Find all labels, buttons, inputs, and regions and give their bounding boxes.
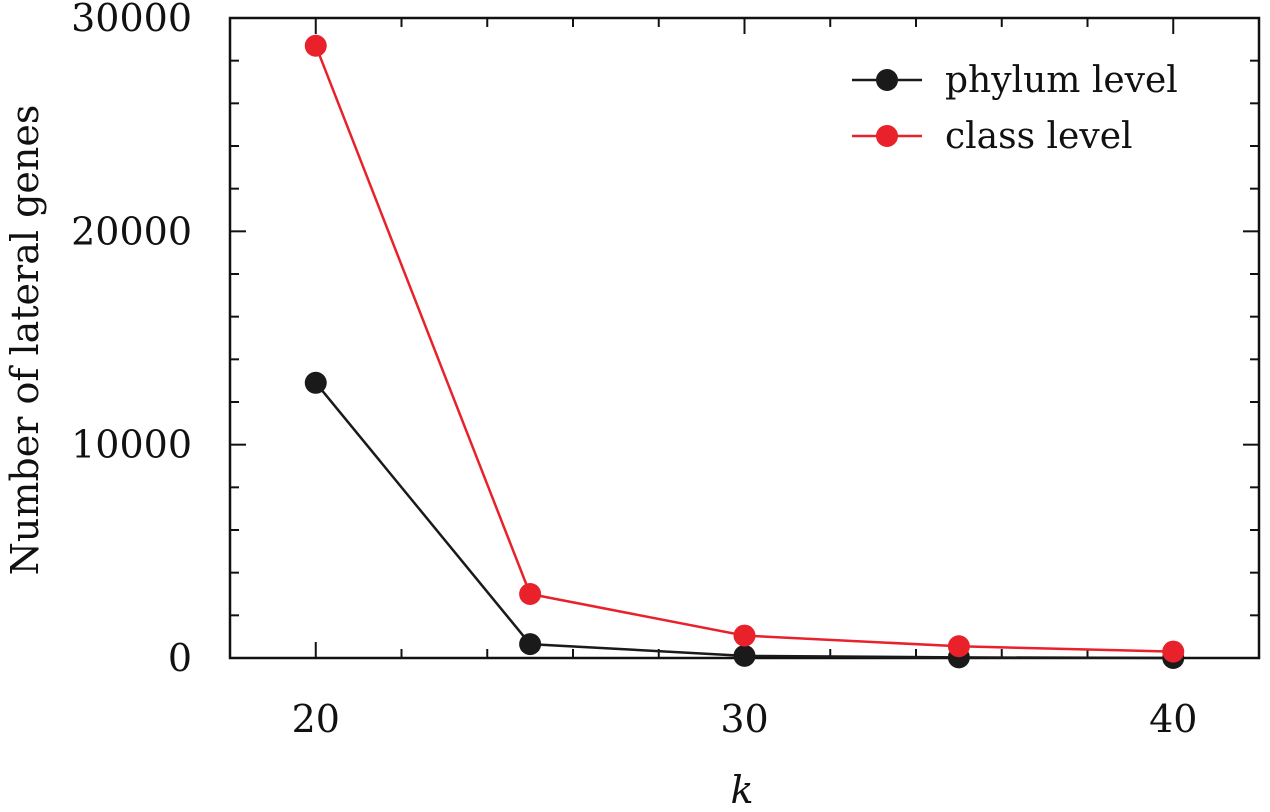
legend-marker-class-level: [876, 125, 898, 147]
data-point-class-level: [304, 34, 327, 57]
y-tick-label: 30000: [71, 0, 192, 40]
y-axis-label: Number of lateral genes: [3, 105, 47, 576]
ticks-group: [230, 17, 1259, 659]
plot-frame-group: [228, 16, 1261, 660]
series-group: [304, 34, 1185, 669]
y-tick-label: 20000: [71, 209, 192, 253]
data-point-phylum-level: [304, 371, 327, 394]
plot-frame: [228, 16, 1261, 660]
data-point-class-level: [947, 635, 970, 658]
y-tick-label: 0: [168, 636, 192, 680]
x-axis-label: k: [730, 768, 753, 812]
data-point-phylum-level: [733, 644, 756, 667]
legend-marker-phylum-level: [876, 69, 898, 91]
tick-labels-group: 20 30 40 0 10000 20000 30000: [71, 0, 1197, 741]
x-tick-label: 30: [720, 697, 768, 741]
x-tick-label: 20: [292, 697, 340, 741]
data-point-class-level: [519, 583, 542, 605]
x-tick-label: 40: [1149, 697, 1197, 741]
legend: phylum level class level: [852, 60, 1178, 157]
data-point-class-level: [733, 624, 756, 647]
data-point-phylum-level: [519, 633, 542, 656]
legend-label-phylum-level: phylum level: [945, 60, 1178, 101]
series-line-phylum-level: [314, 382, 1174, 660]
y-tick-label: 10000: [71, 423, 192, 467]
legend-label-class-level: class level: [945, 116, 1133, 157]
data-point-class-level: [1162, 640, 1185, 663]
